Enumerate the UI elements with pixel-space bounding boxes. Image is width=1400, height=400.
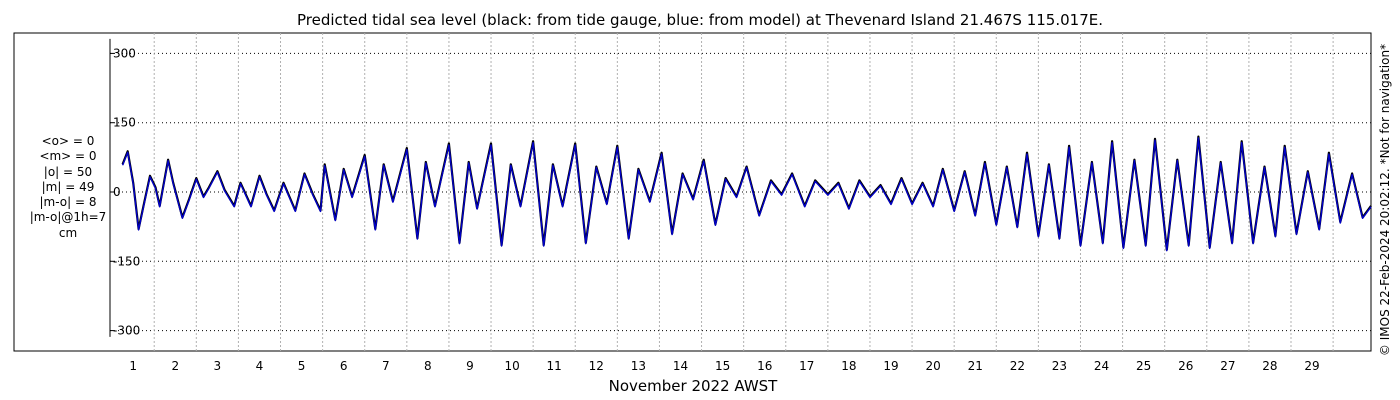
x-axis-label: November 2022 AWST	[609, 377, 779, 395]
chart-title: Predicted tidal sea level (black: from t…	[297, 11, 1103, 29]
x-tick-label: 11	[547, 359, 562, 373]
stat-abs-diff-1h: |m-o|@1h=7	[29, 210, 107, 225]
stat-unit: cm	[58, 225, 78, 240]
x-tick-label: 7	[382, 359, 390, 373]
x-tick-label: 22	[1010, 359, 1025, 373]
x-axis: 1 2 3 4 5 6 7 8 9 10 11 12 13 14 15 16 17 18 19 20 21 22 23 24 2…	[129, 359, 1319, 373]
y-axis: 300 150 0 -150 -300	[109, 38, 140, 338]
y-tick-label: 300	[113, 46, 136, 60]
x-tick-label: 23	[1052, 359, 1067, 373]
x-tick-label: 2	[171, 359, 179, 373]
stat-mean-model: <m> = 0	[39, 149, 97, 164]
x-tick-label: 26	[1178, 359, 1193, 373]
x-tick-label: 9	[466, 359, 474, 373]
stat-abs-observed: |o| = 50	[43, 164, 93, 179]
credit-container: © IMOS 22-Feb-2024 20:02:12. *Not for na…	[1370, 0, 1400, 400]
x-tick-label: 19	[883, 359, 898, 373]
y-tick-label: 0	[113, 185, 121, 199]
x-tick-label: 13	[631, 359, 646, 373]
x-tick-label: 21	[968, 359, 983, 373]
stat-abs-model: |m| = 49	[41, 179, 95, 194]
x-tick-label: 20	[925, 359, 940, 373]
x-tick-label: 3	[214, 359, 222, 373]
x-tick-label: 12	[589, 359, 604, 373]
x-tick-label: 6	[340, 359, 348, 373]
y-tick-label: -150	[113, 254, 140, 268]
statistics-panel: <o> = 0 <m> = 0 |o| = 50 |m| = 49 |m-o| …	[20, 134, 116, 241]
x-tick-label: 18	[841, 359, 856, 373]
plot-frame	[13, 32, 1372, 352]
x-tick-label: 29	[1304, 359, 1319, 373]
grid-lines	[110, 33, 1371, 351]
x-tick-label: 17	[799, 359, 814, 373]
x-tick-label: 28	[1262, 359, 1277, 373]
y-tick-label: -300	[113, 324, 140, 338]
stat-mean-observed: <o> = 0	[41, 134, 95, 148]
copyright-notice: © IMOS 22-Feb-2024 20:02:12. *Not for na…	[1378, 43, 1392, 357]
y-tick-label: 150	[113, 116, 136, 130]
x-tick-label: 4	[256, 359, 264, 373]
x-tick-label: 1	[129, 359, 137, 373]
x-tick-label: 5	[298, 359, 306, 373]
series-line-model	[121, 137, 1372, 252]
x-tick-label: 15	[715, 359, 730, 373]
x-tick-label: 27	[1220, 359, 1235, 373]
x-tick-label: 10	[504, 359, 519, 373]
series-layer	[121, 135, 1372, 252]
series-line-tide-gauge	[121, 135, 1372, 251]
x-tick-label: 8	[424, 359, 432, 373]
x-tick-label: 24	[1094, 359, 1109, 373]
x-tick-label: 25	[1136, 359, 1151, 373]
x-tick-label: 16	[757, 359, 772, 373]
x-tick-label: 14	[673, 359, 688, 373]
stat-abs-diff: |m-o| = 8	[39, 195, 97, 210]
